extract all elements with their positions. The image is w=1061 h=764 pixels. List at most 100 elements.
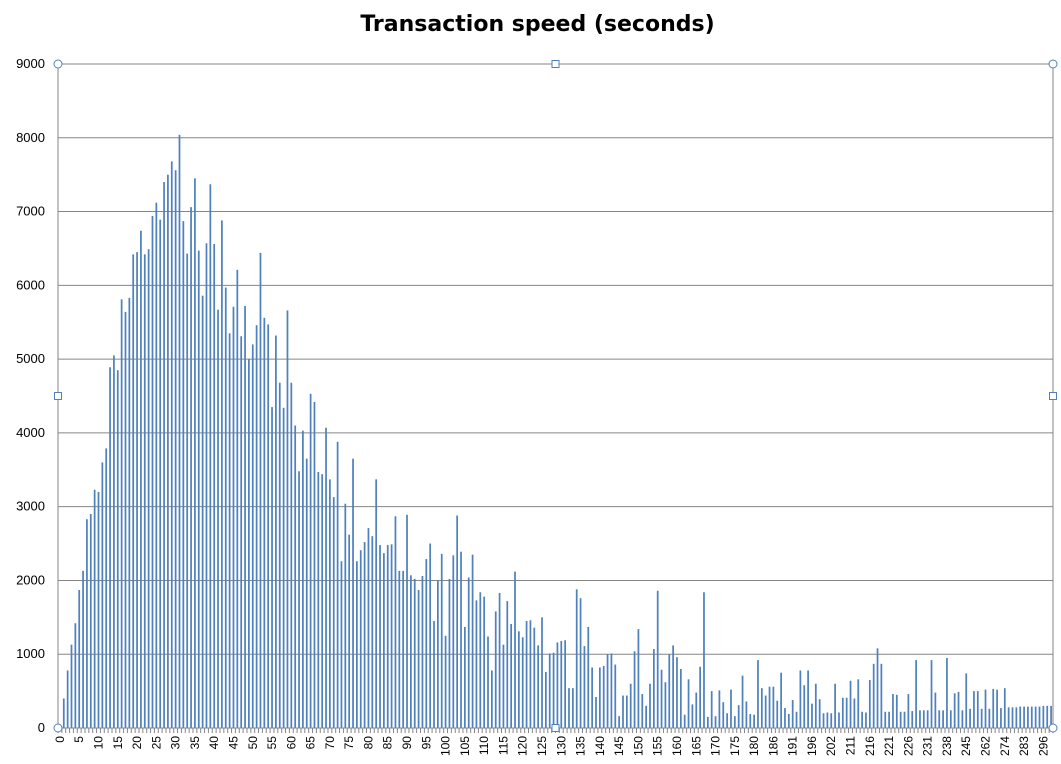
bar [255, 325, 258, 728]
x-tick-label: 105 [458, 736, 472, 756]
bar [475, 600, 478, 728]
bar [1030, 706, 1033, 728]
x-tick-label: 10 [91, 736, 105, 750]
bar [332, 497, 335, 728]
resize-handle-corner [1048, 59, 1058, 69]
bar [807, 670, 809, 728]
x-tick-label: 221 [882, 736, 896, 756]
bar [938, 710, 941, 728]
bar [344, 503, 347, 728]
bar [849, 680, 852, 728]
bar [232, 306, 235, 728]
y-tick-label: 0 [38, 720, 45, 735]
x-tick-label: 75 [342, 736, 356, 750]
bar [213, 244, 216, 729]
bar [105, 448, 108, 728]
bar [953, 693, 956, 728]
bar [155, 202, 158, 729]
bar [814, 683, 817, 728]
bar [606, 654, 609, 728]
bar [178, 134, 181, 728]
x-tick-label: 145 [612, 736, 626, 756]
bar [120, 299, 123, 728]
bar [263, 317, 266, 728]
bar [876, 648, 879, 728]
bar [128, 297, 131, 728]
bar [722, 702, 725, 728]
resize-handle-corner [53, 723, 63, 733]
bar [1011, 707, 1014, 728]
bar [652, 649, 655, 728]
bar [888, 711, 890, 728]
bar [325, 427, 327, 728]
resize-handle-side [1049, 392, 1057, 400]
x-tick-label: 130 [554, 736, 568, 756]
bar [544, 671, 547, 728]
bar [737, 705, 740, 728]
x-tick-label: 135 [574, 736, 588, 756]
bar [695, 692, 698, 728]
x-tick-label: 95 [419, 736, 433, 750]
bar [109, 367, 111, 728]
bar [622, 695, 624, 728]
bar [672, 645, 674, 728]
bar [764, 695, 767, 728]
resize-handle-corner [1048, 723, 1058, 733]
bar [66, 670, 69, 728]
bar [93, 489, 96, 728]
x-tick-label: 25 [149, 736, 163, 750]
x-tick-label: 80 [361, 736, 375, 750]
bar [228, 333, 231, 728]
chart-title: Transaction speed (seconds) [360, 12, 715, 37]
bar [529, 620, 532, 728]
bar [140, 230, 142, 728]
bar [911, 711, 914, 728]
x-tick-label: 85 [381, 736, 395, 750]
bar [221, 220, 223, 729]
bar [317, 471, 320, 728]
bar [922, 710, 925, 728]
x-tick-label: 180 [747, 736, 761, 756]
bar [637, 629, 640, 728]
bar [248, 359, 250, 728]
x-axis-tick-marks [57, 727, 1054, 733]
bar [456, 515, 459, 728]
bar [741, 675, 744, 728]
bar [417, 590, 420, 728]
x-tick-label: 160 [670, 736, 684, 756]
bar [934, 692, 937, 728]
bar [884, 711, 887, 728]
bar [444, 635, 447, 728]
bar [776, 700, 779, 728]
bar [957, 691, 960, 728]
bar [367, 528, 370, 728]
bar [390, 544, 393, 728]
bar [649, 683, 651, 728]
bar [714, 716, 717, 728]
bar [772, 686, 775, 728]
bar [510, 623, 513, 728]
y-axis-tick-labels: 0 1000 2000 3000 4000 5000 6000 7000 8000 9000 [16, 56, 45, 735]
bar [679, 668, 682, 728]
bar [571, 688, 574, 728]
bar [660, 669, 663, 728]
bar [132, 254, 135, 728]
bar [992, 688, 995, 728]
bar [853, 698, 856, 728]
bar [760, 688, 763, 728]
bar [197, 250, 200, 728]
bar [1042, 705, 1045, 728]
x-tick-label: 60 [284, 736, 298, 750]
bar [818, 699, 821, 728]
x-tick-label: 226 [901, 736, 915, 756]
bar [583, 646, 586, 728]
resize-handle-side [551, 724, 560, 732]
bar [591, 667, 594, 728]
bar [865, 712, 867, 728]
x-tick-label: 55 [265, 736, 279, 750]
y-tick-label: 1000 [16, 646, 45, 661]
resize-handle-side [551, 60, 560, 68]
bar [302, 430, 304, 728]
x-tick-label: 15 [111, 736, 125, 750]
bar [787, 713, 790, 728]
